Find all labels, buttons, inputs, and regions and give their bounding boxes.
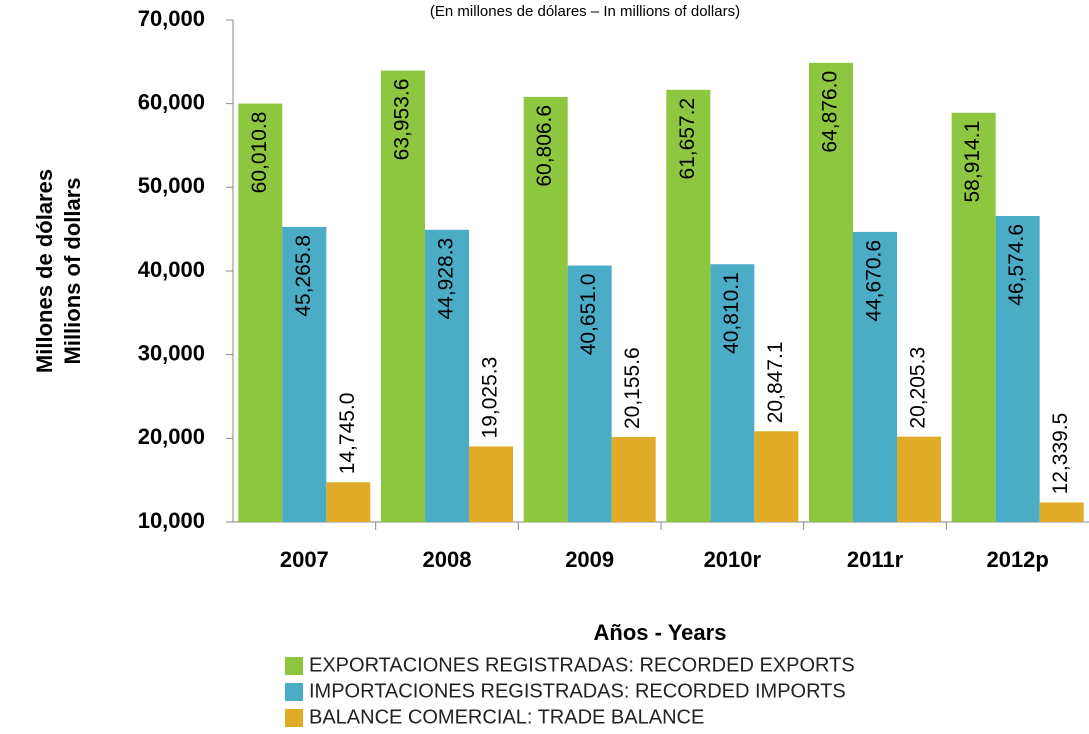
data-label: 20,155.6 xyxy=(621,347,644,429)
data-label: 40,810.1 xyxy=(720,272,743,354)
y-axis-label: Millions of dollars xyxy=(60,177,85,364)
data-label: 20,205.3 xyxy=(907,347,930,429)
bar xyxy=(1039,502,1084,522)
bar xyxy=(710,264,755,522)
legend-label: IMPORTACIONES REGISTRADAS: RECORDED IMPO… xyxy=(309,680,846,702)
bar xyxy=(995,215,1040,523)
y-axis-label: Millones de dólares xyxy=(32,169,57,373)
legend-label: BALANCE COMERCIAL: TRADE BALANCE xyxy=(309,706,704,728)
data-label: 44,670.6 xyxy=(863,240,886,322)
x-tick-label: 2009 xyxy=(565,547,614,572)
bar xyxy=(567,265,612,522)
data-label: 60,010.8 xyxy=(248,112,271,194)
legend-swatch xyxy=(285,709,303,727)
bar xyxy=(611,437,656,522)
x-tick-label: 2008 xyxy=(423,547,472,572)
bar xyxy=(326,482,371,522)
bar xyxy=(523,96,568,522)
data-label: 61,657.2 xyxy=(676,98,699,180)
legend-swatch xyxy=(285,683,303,701)
data-label: 12,339.5 xyxy=(1049,413,1072,495)
bar xyxy=(951,112,996,523)
data-label: 19,025.3 xyxy=(479,357,502,439)
bar xyxy=(754,431,799,522)
bar xyxy=(381,70,425,523)
bar xyxy=(469,446,513,522)
data-label: 20,847.1 xyxy=(764,341,787,423)
chart-subtitle: (En millones de dólares – In millions of… xyxy=(430,3,740,20)
x-tick-label: 2011r xyxy=(847,547,904,572)
bar xyxy=(809,62,853,523)
y-tick-label: 60,000 xyxy=(138,89,205,114)
legend-swatch xyxy=(285,657,303,675)
bar xyxy=(897,436,941,522)
y-tick-label: 30,000 xyxy=(138,340,205,365)
y-tick-label: 10,000 xyxy=(138,508,205,533)
x-tick-label: 2012p xyxy=(986,547,1048,572)
data-label: 63,953.6 xyxy=(391,79,414,161)
data-label: 44,928.3 xyxy=(435,238,458,320)
data-label: 40,651.0 xyxy=(577,274,600,356)
data-label: 45,265.8 xyxy=(292,235,315,317)
legend-label: EXPORTACIONES REGISTRADAS: RECORDED EXPO… xyxy=(309,654,855,676)
x-tick-label: 2010r xyxy=(704,547,762,572)
data-label: 60,806.6 xyxy=(533,105,556,187)
bar xyxy=(282,226,327,522)
bar xyxy=(666,89,711,523)
data-label: 14,745.0 xyxy=(336,393,359,475)
y-tick-label: 70,000 xyxy=(138,6,205,31)
x-axis-label: Años - Years xyxy=(594,620,727,645)
data-label: 58,914.1 xyxy=(961,121,984,203)
y-tick-label: 40,000 xyxy=(138,257,205,282)
bar xyxy=(238,103,283,523)
bar xyxy=(425,229,469,523)
data-label: 64,876.0 xyxy=(819,71,842,153)
x-tick-label: 2007 xyxy=(280,547,329,572)
y-tick-label: 20,000 xyxy=(138,424,205,449)
data-label: 46,574.6 xyxy=(1005,224,1028,306)
y-tick-label: 50,000 xyxy=(138,173,205,198)
bar xyxy=(853,231,897,522)
